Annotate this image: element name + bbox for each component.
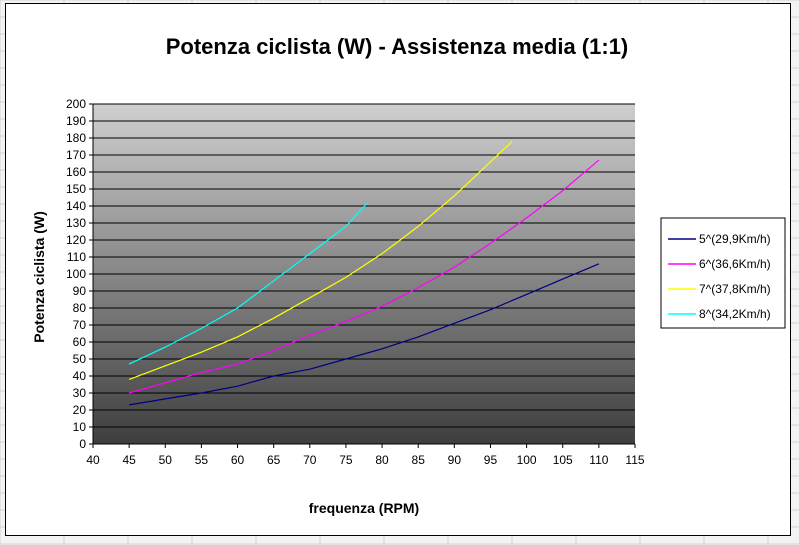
y-tick-label: 20	[73, 403, 87, 417]
y-tick-label: 170	[66, 148, 86, 162]
y-tick-label: 120	[66, 233, 86, 247]
x-tick-label: 45	[122, 453, 136, 467]
y-tick-label: 200	[66, 97, 86, 111]
y-tick-label: 140	[66, 199, 86, 213]
x-tick-label: 50	[159, 453, 173, 467]
legend-label: 5^(29,9Km/h)	[699, 232, 771, 246]
y-tick-label: 40	[73, 369, 87, 383]
legend-box	[660, 217, 786, 329]
y-tick-label: 80	[73, 301, 87, 315]
x-axis-title: frequenza (RPM)	[309, 500, 419, 516]
series-line-1	[129, 263, 600, 406]
y-tick-label: 110	[67, 250, 86, 264]
y-axis-title: Potenza ciclista (W)	[31, 211, 47, 342]
chart-area[interactable]: Potenza ciclista (W) - Assistenza media …	[5, 3, 791, 536]
legend[interactable]: 5^(29,9Km/h) 6^(36,6Km/h) 7^(37,8Km/h) 8^(3…	[660, 217, 786, 329]
y-tick-label: 180	[66, 131, 86, 145]
series-line-3	[128, 140, 513, 380]
x-tick-label: 40	[86, 453, 100, 467]
y-tick-label: 0	[79, 437, 86, 451]
y-tick-label: 160	[66, 165, 86, 179]
y-tick-label: 60	[73, 335, 87, 349]
y-tick-label: 50	[73, 352, 87, 366]
legend-label: 6^(36,6Km/h)	[699, 257, 771, 271]
chart-title: Potenza ciclista (W) - Assistenza media …	[166, 34, 629, 59]
y-tick-label: 150	[66, 182, 86, 196]
x-tick-label: 100	[517, 453, 537, 467]
y-tick-label: 100	[66, 267, 86, 281]
series-lines	[128, 140, 600, 406]
x-tick-label: 75	[339, 453, 353, 467]
y-tick-label: 90	[73, 284, 87, 298]
x-tick-label: 115	[625, 453, 644, 467]
x-tick-label: 95	[484, 453, 498, 467]
y-tick-label: 30	[73, 386, 87, 400]
x-tick-label: 105	[553, 453, 573, 467]
x-tick-label: 90	[448, 453, 462, 467]
series-line-4	[128, 202, 369, 365]
x-tick-label: 110	[589, 453, 608, 467]
y-tick-label: 130	[66, 216, 86, 230]
x-tick-label: 80	[375, 453, 389, 467]
x-tick-label: 70	[303, 453, 317, 467]
x-tick-label: 65	[267, 453, 281, 467]
y-tick-label: 190	[66, 114, 86, 128]
axes: 0 10 20 30 40 50 60 70 80 90 100 110 120 130 140 150 160…	[66, 97, 645, 467]
x-tick-label: 60	[231, 453, 245, 467]
y-tick-label: 70	[73, 318, 87, 332]
gridlines	[93, 103, 635, 445]
chart-svg: Potenza ciclista (W) - Assistenza media …	[31, 34, 786, 516]
x-tick-label: 85	[412, 453, 426, 467]
y-tick-label: 10	[73, 420, 87, 434]
x-tick-label: 55	[195, 453, 209, 467]
legend-label: 8^(34,2Km/h)	[699, 307, 771, 321]
legend-label: 7^(37,8Km/h)	[699, 282, 771, 296]
series-line-2	[128, 159, 600, 394]
